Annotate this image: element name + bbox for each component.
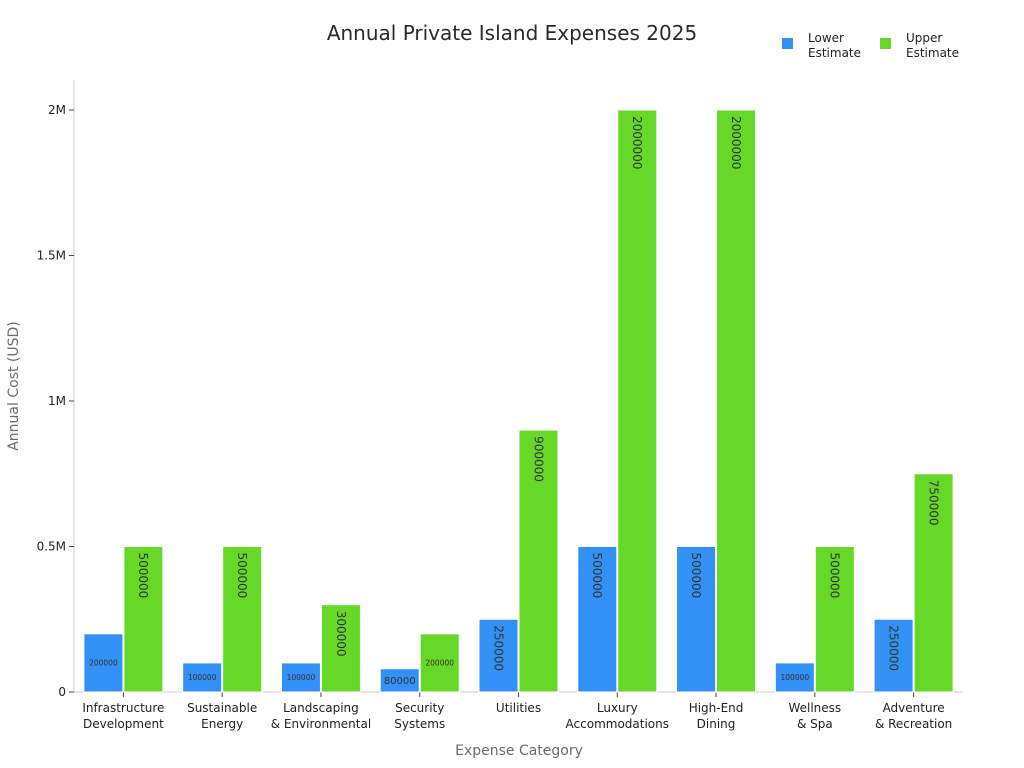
x-tick-label: Sustainable Energy [187,701,257,731]
bar-lower-estimate [774,662,815,693]
data-label: 250000 [491,625,505,671]
bar-upper-estimate [617,109,658,693]
x-tick-label-line: Accommodations [566,717,669,731]
data-label: 80000 [384,676,416,687]
x-tick-label-line: Utilities [496,701,541,715]
x-tick-label: Luxury Accommodations [566,701,669,731]
x-tick-label-line: Systems [394,717,445,731]
bar-lower-estimate [478,618,519,693]
x-tick-label-line: Development [83,717,164,731]
x-tick-label-line: Dining [697,717,736,731]
legend-swatch [880,38,891,49]
data-label: 100000 [287,673,316,682]
axes: 0 0.5M 1M 1.5M 2M Infrastructure Development Su… [37,80,963,731]
chart-title: Annual Private Island Expenses 2025 [327,21,697,45]
data-label: 900000 [531,436,545,482]
x-tick-label: Landscaping & Environmental [271,701,371,731]
x-tick-label-line: Adventure [883,701,945,715]
legend-label-line: Lower [808,31,844,45]
data-label: 300000 [334,611,348,657]
bar-lower-estimate [577,546,618,693]
x-tick-label-line: Wellness [788,701,841,715]
data-label: 500000 [136,553,150,599]
data-label: 100000 [188,673,217,682]
bar-lower-estimate [379,668,420,693]
y-axis-title: Annual Cost (USD) [6,321,22,451]
x-tick-label-line: & Recreation [875,717,952,731]
data-label: 200000 [425,659,454,668]
legend-label: Upper Estimate [906,31,959,60]
legend-swatch [782,38,793,49]
y-tick-label: 0.5M [37,540,66,554]
bar-lower-estimate [676,546,717,693]
bar-upper-estimate [716,109,757,693]
y-tick-label: 2M [48,103,66,117]
x-tick-label-line: & Environmental [271,717,371,731]
legend-label-line: Estimate [906,46,959,60]
bar-lower-estimate [182,662,223,693]
y-tick-label: 1M [48,394,66,408]
bar-upper-estimate [814,546,855,693]
data-label: 250000 [886,625,900,671]
bar-lower-estimate [280,662,321,693]
bar-upper-estimate [222,546,263,693]
x-tick-label-line: Landscaping [283,701,359,715]
bar-upper-estimate [320,604,361,693]
x-tick-label-line: Security [395,701,444,715]
bars [83,109,954,693]
bar-lower-estimate [873,618,914,693]
data-labels: 200000 500000 100000 500000 100000 300000 8000… [89,116,940,687]
bar-lower-estimate [83,633,124,693]
data-label: 500000 [689,553,703,599]
data-label: 200000 [89,659,118,668]
data-label: 2000000 [729,116,743,169]
data-label: 750000 [926,480,940,526]
data-label: 500000 [235,553,249,599]
x-tick-label-line: Energy [201,717,243,731]
data-label: 2000000 [630,116,644,169]
x-tick-label: Utilities [496,701,541,715]
bar-upper-estimate [419,633,460,693]
legend-label: Lower Estimate [808,31,861,60]
x-axis-title: Expense Category [455,743,583,759]
x-tick-label: Wellness & Spa [788,701,841,731]
x-tick-label: Infrastructure Development [82,701,164,731]
bar-upper-estimate [518,429,559,693]
legend-label-line: Estimate [808,46,861,60]
data-label: 500000 [828,553,842,599]
x-tick-label-line: & Spa [797,717,833,731]
y-tick-label: 1.5M [37,249,66,263]
bar-upper-estimate [913,473,954,693]
x-tick-label-line: Sustainable [187,701,257,715]
bar-upper-estimate [123,546,164,693]
x-tick-label: Adventure & Recreation [875,701,952,731]
data-label: 100000 [781,673,810,682]
x-tick-label-line: High-End [689,701,744,715]
x-tick-label: Security Systems [394,701,445,731]
x-tick-label: High-End Dining [689,701,744,731]
x-tick-label-line: Luxury [597,701,638,715]
x-tick-label-line: Infrastructure [82,701,164,715]
legend-label-line: Upper [906,31,942,45]
y-tick-label: 0 [58,685,66,699]
data-label: 500000 [590,553,604,599]
